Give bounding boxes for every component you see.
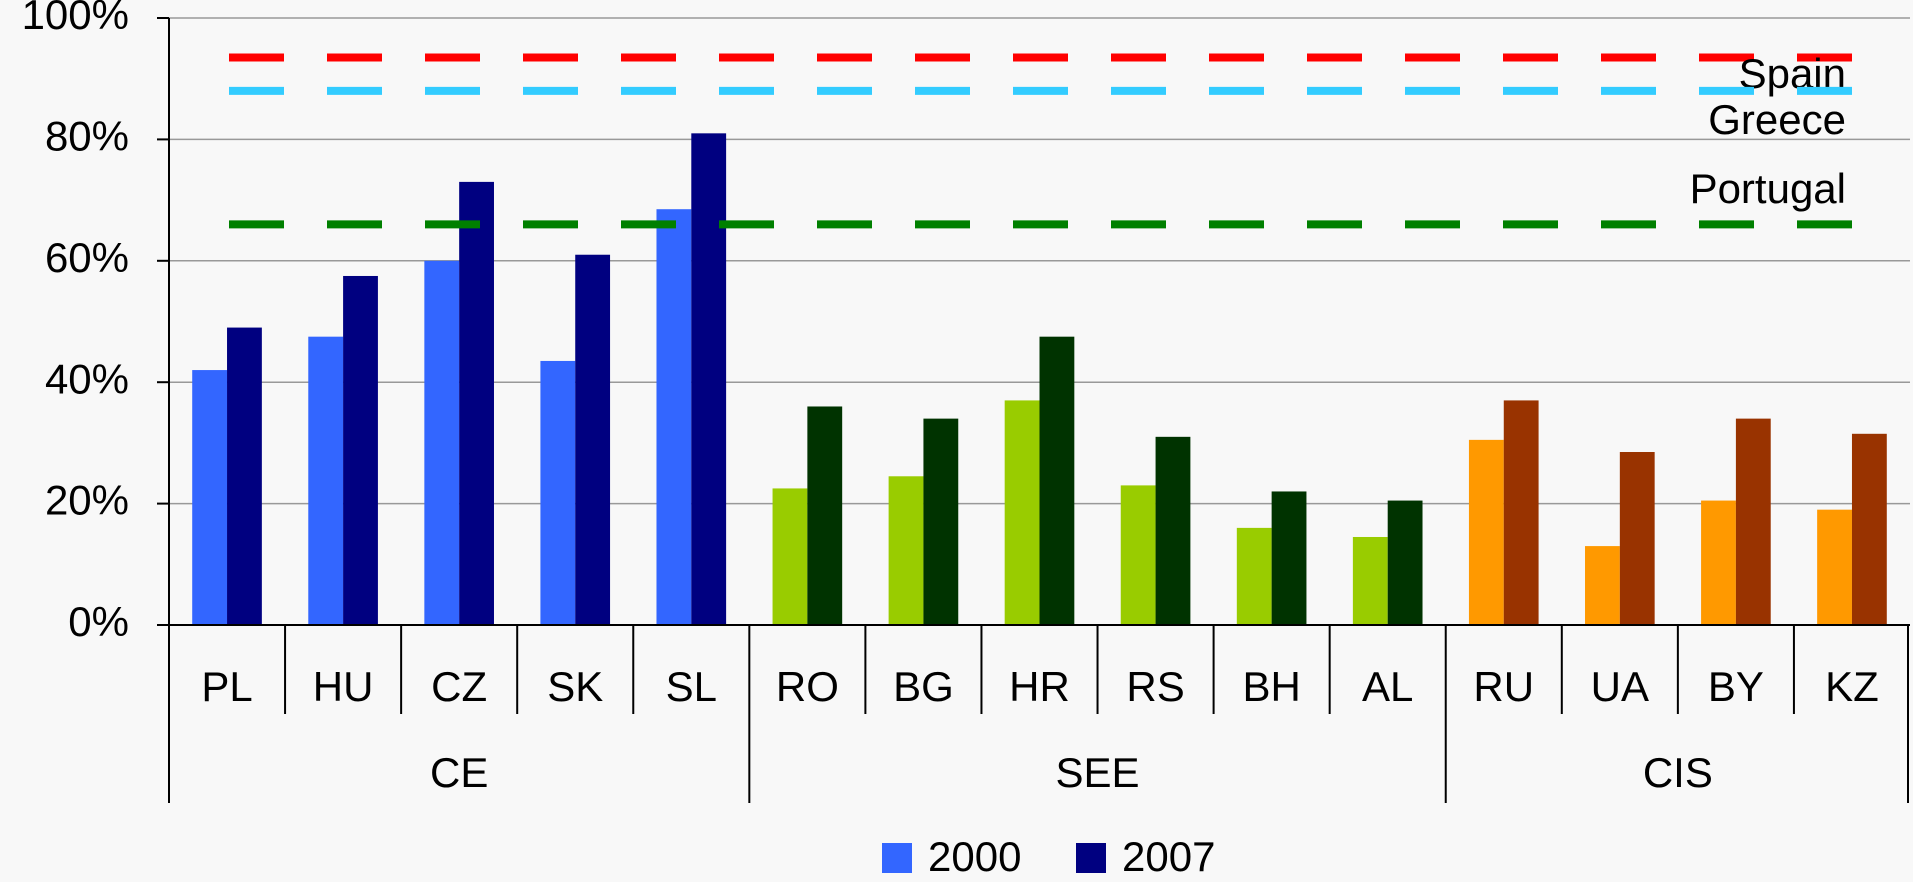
bar [1468, 439, 1504, 625]
x-tick-label: UA [1591, 663, 1649, 710]
bar [691, 133, 727, 625]
y-tick-label: 60% [45, 234, 129, 281]
bar [1236, 527, 1272, 625]
legend-swatch [1076, 843, 1106, 873]
x-tick-label: BH [1242, 663, 1300, 710]
bar [1120, 485, 1156, 625]
bar [424, 260, 460, 625]
y-tick-label: 0% [68, 598, 129, 645]
x-tick-label: CZ [431, 663, 487, 710]
bar [656, 209, 692, 625]
x-tick-label: AL [1362, 663, 1413, 710]
x-tick-label: PL [201, 663, 252, 710]
x-tick-label: RU [1473, 663, 1534, 710]
reference-label: Portugal [1690, 165, 1846, 212]
bar [1735, 418, 1771, 625]
group-label: CE [430, 749, 488, 796]
bar [1039, 336, 1075, 625]
bar [772, 488, 808, 625]
bar [575, 254, 611, 626]
y-tick-label: 100% [22, 0, 129, 38]
bar [1585, 546, 1620, 625]
bar [308, 336, 344, 625]
legend-label: 2000 [928, 833, 1021, 880]
legend-label: 2007 [1122, 833, 1215, 880]
bar [923, 418, 959, 625]
reference-label: Greece [1708, 96, 1846, 143]
bar [1701, 500, 1736, 625]
legend-swatch [882, 843, 912, 873]
group-label: CIS [1643, 749, 1713, 796]
bar [227, 327, 262, 625]
bar [1387, 500, 1423, 625]
bar [1004, 400, 1040, 625]
y-tick-label: 40% [45, 355, 129, 402]
bar [888, 476, 924, 625]
bar [1503, 400, 1539, 625]
x-tick-label: BY [1708, 663, 1764, 710]
x-tick-label: HU [313, 663, 374, 710]
x-tick-label: KZ [1825, 663, 1879, 710]
bar [1851, 433, 1887, 625]
x-tick-label: RO [776, 663, 839, 710]
bar [1155, 436, 1191, 625]
x-tick-label: HR [1009, 663, 1070, 710]
bar [1619, 452, 1655, 625]
x-tick-label: RS [1126, 663, 1184, 710]
x-tick-label: BG [893, 663, 954, 710]
bar [343, 275, 378, 625]
bar [1817, 509, 1852, 625]
bar [192, 370, 228, 625]
bar [1352, 536, 1388, 625]
bar [807, 406, 843, 625]
y-tick-label: 80% [45, 112, 129, 159]
x-tick-label: SK [547, 663, 603, 710]
group-label: SEE [1056, 749, 1140, 796]
bar [540, 360, 576, 625]
bar [1271, 491, 1307, 625]
x-tick-label: SL [666, 663, 717, 710]
bar [459, 181, 494, 625]
y-tick-label: 20% [45, 477, 129, 524]
